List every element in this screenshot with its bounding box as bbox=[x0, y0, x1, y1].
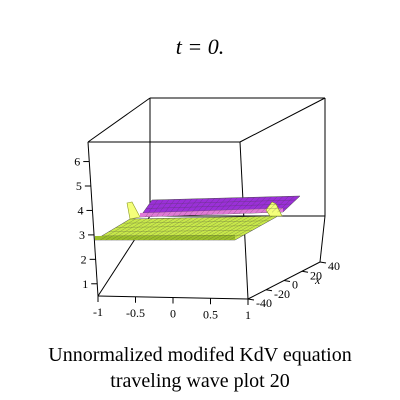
mesh-line bbox=[148, 217, 188, 241]
y-tick bbox=[301, 270, 309, 273]
caption-line-2: traveling wave plot 20 bbox=[110, 370, 290, 392]
mesh-line bbox=[224, 216, 267, 241]
caption-line-1: Unnormalized modifed KdV equation bbox=[48, 344, 352, 366]
y-axis: -40-200 20 40 x bbox=[247, 259, 340, 310]
mesh-line bbox=[143, 217, 182, 241]
mesh-line bbox=[116, 218, 153, 241]
x-tick-label: 0 bbox=[170, 307, 176, 321]
mesh-line bbox=[191, 216, 233, 241]
z-tick-label: 2 bbox=[81, 252, 87, 266]
mesh-line bbox=[181, 216, 222, 241]
mesh-line bbox=[111, 218, 148, 241]
mesh-line bbox=[170, 217, 210, 241]
y-tick bbox=[265, 289, 273, 292]
step-spikes bbox=[126, 201, 283, 220]
mesh-line bbox=[148, 199, 296, 205]
mesh-line bbox=[186, 216, 227, 241]
mesh-line bbox=[154, 217, 193, 241]
mesh-line bbox=[159, 217, 199, 241]
mesh-line bbox=[145, 203, 292, 209]
y-tick-label: 40 bbox=[328, 259, 340, 273]
x-tick-label: -0.5 bbox=[126, 306, 145, 320]
mesh-line bbox=[121, 218, 159, 241]
mesh-line bbox=[127, 218, 165, 241]
z-tick-label: 6 bbox=[74, 155, 80, 169]
mesh-line bbox=[100, 218, 136, 241]
mesh-line bbox=[105, 218, 142, 241]
lower-sheet bbox=[94, 215, 279, 241]
x-tick-label: 0.5 bbox=[203, 307, 218, 321]
z-tick-label: 3 bbox=[79, 228, 85, 242]
mesh-line bbox=[207, 216, 250, 241]
mesh-line bbox=[202, 216, 244, 241]
y-tick bbox=[319, 261, 327, 264]
y-axis-label: x bbox=[314, 273, 321, 287]
mesh-line bbox=[142, 207, 288, 213]
mesh-line bbox=[218, 216, 262, 241]
y-tick-label: -40 bbox=[256, 296, 272, 310]
y-tick-label: -20 bbox=[274, 287, 290, 301]
mesh-line bbox=[229, 215, 273, 241]
surface-mesh bbox=[100, 196, 296, 241]
mesh-line bbox=[213, 216, 256, 241]
mesh-line bbox=[122, 220, 270, 224]
mesh-line bbox=[101, 234, 244, 237]
z-tick-label: 1 bbox=[82, 277, 88, 291]
mesh-line bbox=[132, 218, 170, 241]
mesh-line bbox=[115, 225, 261, 228]
z-tick-label: 5 bbox=[76, 179, 82, 193]
caption: Unnormalized modifed KdV equation travel… bbox=[0, 342, 400, 394]
chart-title: t = 0. bbox=[175, 34, 225, 59]
y-tick bbox=[247, 298, 255, 301]
x-axis: -1 -0.5 0 0.5 1 bbox=[93, 296, 251, 322]
y-tick bbox=[283, 280, 291, 282]
mesh-line bbox=[108, 230, 253, 232]
y-tick-label: 20 bbox=[310, 268, 322, 282]
z-tick-label: 4 bbox=[77, 203, 83, 217]
y-tick-label: 0 bbox=[292, 278, 298, 292]
x-tick-label: -1 bbox=[93, 305, 103, 319]
mesh-line bbox=[197, 216, 239, 241]
mesh-line bbox=[175, 217, 216, 241]
x-tick-label: 1 bbox=[245, 308, 251, 322]
mesh-line bbox=[164, 217, 205, 241]
mesh-line bbox=[137, 217, 176, 241]
z-axis: 1 2 3 4 5 6 bbox=[74, 155, 98, 291]
